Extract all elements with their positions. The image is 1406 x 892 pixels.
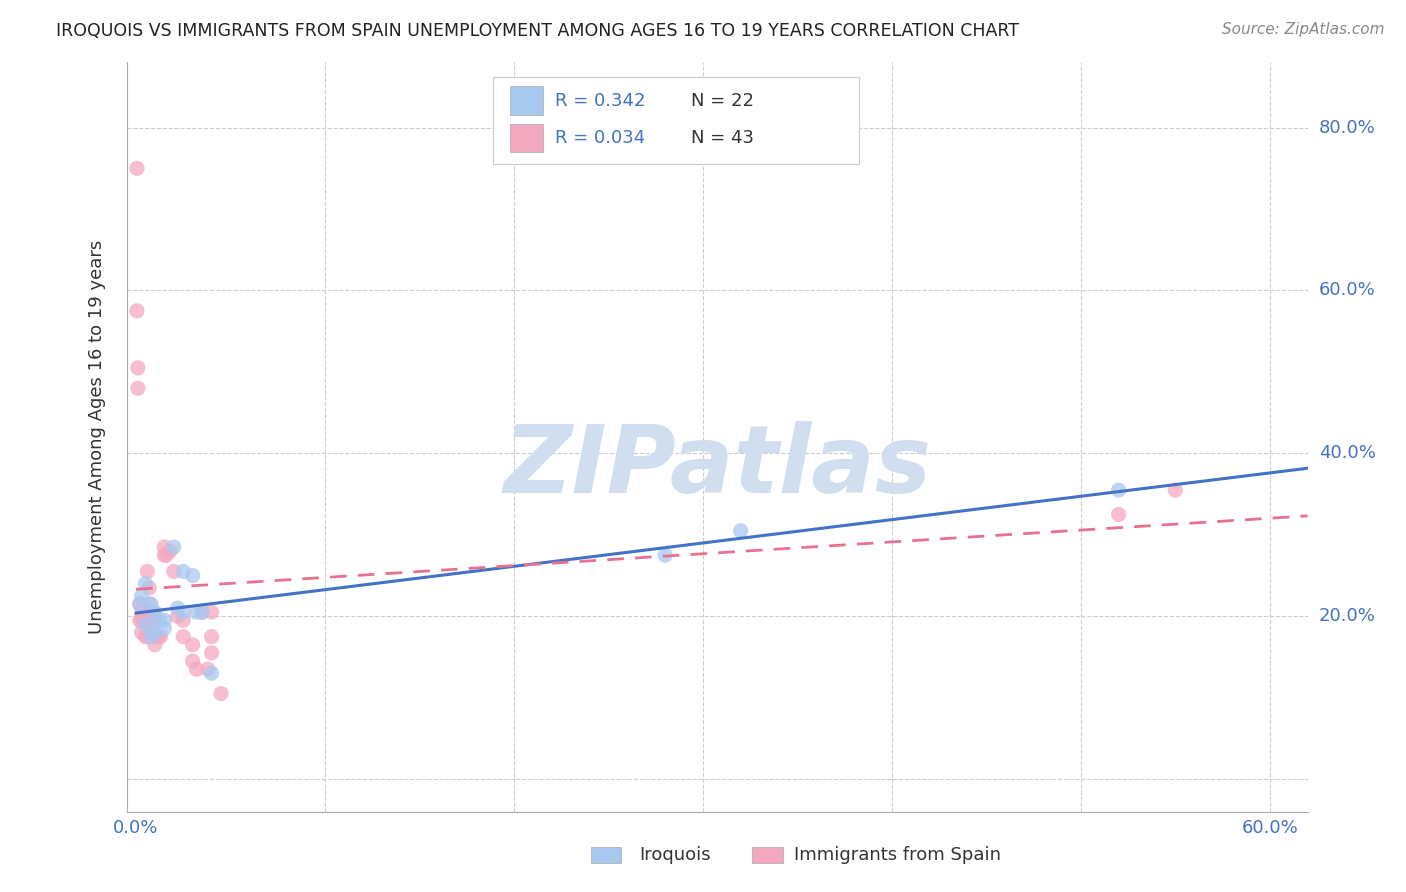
Point	[139, 630, 162, 644]
Point	[197, 662, 219, 676]
Point	[134, 617, 156, 632]
Text: 40.0%: 40.0%	[1319, 444, 1375, 462]
Point	[172, 613, 194, 627]
Text: IROQUOIS VS IMMIGRANTS FROM SPAIN UNEMPLOYMENT AMONG AGES 16 TO 19 YEARS CORRELA: IROQUOIS VS IMMIGRANTS FROM SPAIN UNEMPL…	[56, 22, 1019, 40]
FancyBboxPatch shape	[492, 78, 859, 163]
Point	[131, 613, 153, 627]
Text: 80.0%: 80.0%	[1319, 119, 1375, 136]
Point	[143, 638, 166, 652]
Bar	[510, 87, 544, 115]
Point	[143, 630, 166, 644]
Point	[200, 630, 222, 644]
Point	[181, 638, 204, 652]
Point	[131, 601, 153, 615]
Point	[142, 605, 165, 619]
Point	[200, 646, 222, 660]
Point	[134, 613, 156, 627]
Point	[172, 565, 194, 579]
Point	[153, 613, 176, 627]
Point	[128, 597, 150, 611]
Text: 20.0%: 20.0%	[1319, 607, 1375, 625]
Point	[148, 630, 170, 644]
Point	[191, 605, 214, 619]
Point	[159, 544, 181, 558]
Text: N = 43: N = 43	[692, 129, 754, 147]
Point	[139, 622, 162, 636]
Point	[200, 666, 222, 681]
Point	[143, 613, 166, 627]
Point	[131, 625, 153, 640]
Text: R = 0.034: R = 0.034	[555, 129, 645, 147]
Text: N = 22: N = 22	[692, 92, 754, 110]
Point	[191, 605, 214, 619]
Point	[172, 630, 194, 644]
Point	[153, 622, 176, 636]
Point	[125, 161, 148, 176]
Point	[163, 565, 186, 579]
Point	[132, 609, 155, 624]
Point	[181, 654, 204, 668]
Y-axis label: Unemployment Among Ages 16 to 19 years: Unemployment Among Ages 16 to 19 years	[87, 240, 105, 634]
Point	[139, 597, 162, 611]
Point	[127, 360, 149, 375]
Point	[149, 630, 172, 644]
Text: ZIPatlas: ZIPatlas	[503, 421, 931, 513]
Point	[138, 581, 160, 595]
Point	[153, 540, 176, 554]
Point	[209, 687, 232, 701]
Text: Source: ZipAtlas.com: Source: ZipAtlas.com	[1222, 22, 1385, 37]
Text: Iroquois: Iroquois	[640, 846, 711, 863]
Point	[143, 605, 166, 619]
Point	[163, 540, 186, 554]
Point	[148, 613, 170, 627]
Point	[730, 524, 752, 538]
Point	[1164, 483, 1187, 497]
Point	[128, 597, 150, 611]
Text: Immigrants from Spain: Immigrants from Spain	[794, 846, 1001, 863]
Point	[1108, 508, 1130, 522]
Point	[1108, 483, 1130, 497]
Point	[134, 576, 156, 591]
Bar	[510, 124, 544, 153]
Point	[138, 613, 160, 627]
Point	[166, 601, 188, 615]
Text: R = 0.342: R = 0.342	[555, 92, 645, 110]
Point	[138, 597, 160, 611]
Point	[143, 625, 166, 640]
Point	[128, 613, 150, 627]
Point	[134, 630, 156, 644]
Point	[127, 381, 149, 395]
Point	[125, 303, 148, 318]
Text: 60.0%: 60.0%	[1319, 282, 1375, 300]
Point	[654, 548, 676, 562]
Point	[172, 605, 194, 619]
Point	[200, 605, 222, 619]
Point	[136, 565, 159, 579]
Point	[186, 605, 208, 619]
Point	[136, 630, 159, 644]
Point	[186, 662, 208, 676]
Point	[181, 568, 204, 582]
Point	[166, 609, 188, 624]
Point	[153, 548, 176, 562]
Point	[131, 589, 153, 603]
Point	[155, 548, 177, 562]
